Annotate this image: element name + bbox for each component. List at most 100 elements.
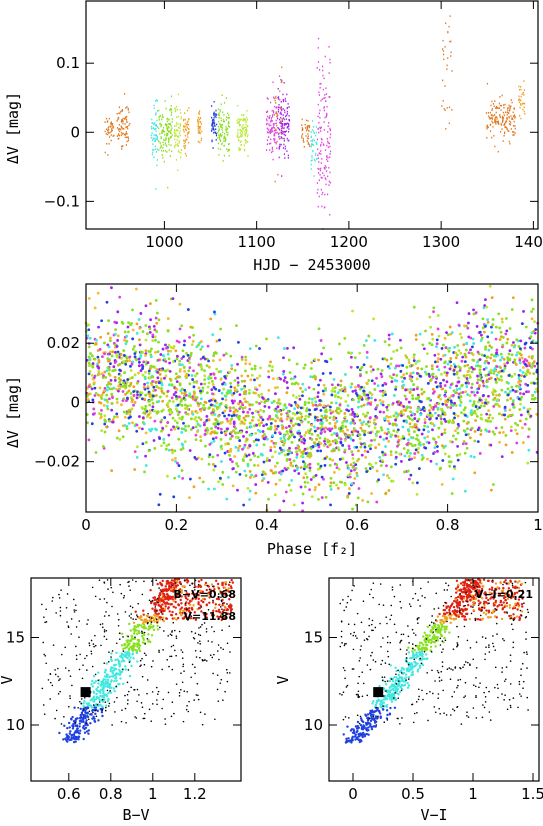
phased-point [503,409,507,412]
phased-point [319,431,323,434]
phased-point [192,385,196,389]
phased-point [211,392,214,396]
phased-point [373,382,377,385]
lightcurve-point [125,133,127,135]
phased-point [330,427,334,431]
lightcurve-point [282,124,284,127]
phased-point [308,397,311,401]
lightcurve-point [327,146,330,149]
phased-point [148,403,152,407]
phased-point [308,462,312,466]
phased-point [267,375,271,379]
cmd-bv-point [99,694,102,698]
phased-point [306,454,310,458]
phased-point [332,415,336,419]
lightcurve-point [312,143,314,146]
phased-point [411,444,415,448]
lightcurve-point [121,127,123,129]
phased-point [115,345,119,348]
phased-point [454,437,458,441]
lightcurve-point [228,120,230,123]
phased-point [94,392,98,395]
phased-point [521,371,525,374]
phased-point [528,371,532,375]
lightcurve-point [154,124,156,126]
lightcurve-point [244,134,246,137]
lightcurve-point [319,116,321,119]
lightcurve-point [223,114,225,116]
phased-point [238,472,242,476]
phased-point [293,412,297,416]
phased-point [415,492,419,496]
phased-point [336,391,340,395]
phased-point [196,411,199,415]
phased-point [121,435,125,439]
phased-point [216,453,220,457]
cmd-bv-point [124,665,127,668]
phased-point [245,438,249,442]
phased-point [234,435,238,439]
lightcurve-point [274,131,277,134]
phased-point [347,444,351,448]
phased-point [207,377,210,381]
phased-point [310,495,314,499]
phased-point [130,407,134,411]
cmd-bv-point [105,695,109,698]
lightcurve-point [174,110,177,113]
phased-point [464,381,468,385]
phased-point [494,426,498,430]
phased-point [188,356,191,360]
phased-point [197,386,201,390]
phased-point [412,353,416,357]
lightcurve-point [268,123,270,125]
phased-point [244,369,247,373]
phased-point [212,354,216,358]
phased-point [107,319,110,323]
phased-point [185,412,188,416]
lightcurve-point [246,118,248,121]
phased-point [366,450,370,454]
phased-point [442,343,445,347]
phased-point [495,351,499,355]
phased-point [486,419,490,423]
lightcurve-point [275,97,277,99]
lightcurve-point [502,116,505,119]
lightcurve-point [184,134,186,137]
phased-point [352,429,356,433]
phased-point [329,484,332,488]
phased-point [95,338,98,342]
lightcurve-point [175,141,177,144]
phased-point [249,378,253,382]
phased-point [105,404,109,408]
phased-point [415,433,419,437]
cmd-bv-point [156,624,159,628]
phased-point [322,383,326,387]
cmd-bv-point [159,618,162,621]
lightcurve-point [267,131,269,134]
phased-point [514,390,518,393]
lightcurve-point [237,136,239,139]
cmd-bv-point [152,628,156,632]
phased-point [106,357,110,361]
phased-point [509,397,513,400]
phased-point [420,392,424,396]
phased-point [332,481,336,485]
phased-point [528,407,532,411]
lightcurve-point [173,128,175,131]
phased-point [116,334,120,338]
lightcurve-point [509,108,511,111]
phased-point [172,425,175,429]
phased-point [533,396,537,400]
cmd-bv-point [110,659,114,663]
lightcurve-point [125,126,127,129]
lightcurve-point [282,108,284,110]
phased-point [339,409,343,413]
lightcurve-point [288,114,290,117]
phased-point [291,412,295,415]
phased-point [184,406,188,410]
lightcurve-point [158,140,160,142]
phased-point [144,454,147,458]
cmd-bv-point [69,730,72,733]
phased-point [339,396,343,400]
lightcurve-point [164,100,166,102]
